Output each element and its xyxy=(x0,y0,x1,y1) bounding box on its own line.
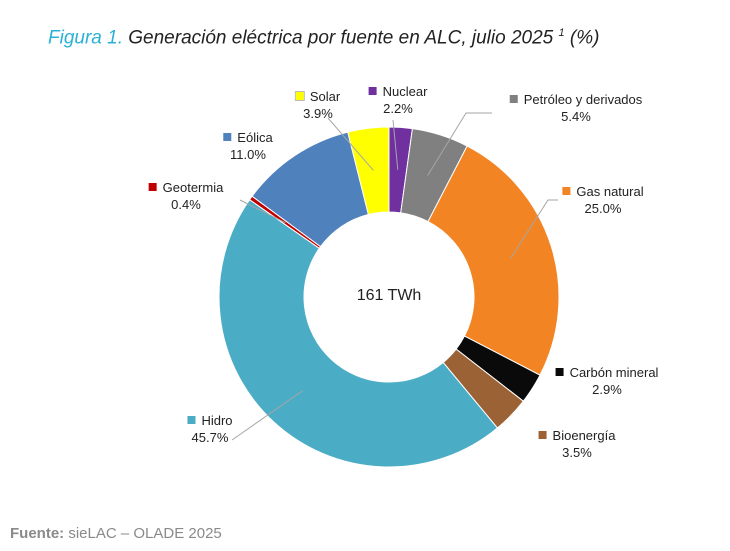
legend-row: Bioenergía xyxy=(538,427,616,444)
data-label: Geotermia 0.4% xyxy=(148,179,224,213)
slice-value: 45.7% xyxy=(191,430,229,445)
slice-value: 25.0% xyxy=(584,201,622,216)
slice-solar xyxy=(347,126,390,216)
data-label: Hidro 45.7% xyxy=(187,412,233,446)
legend-marker-icon xyxy=(555,368,564,376)
slice-name: Nuclear xyxy=(382,84,428,99)
legend-marker-icon xyxy=(187,416,196,424)
slice-name: Gas natural xyxy=(576,184,644,199)
slice-value: 11.0% xyxy=(230,147,266,162)
slice-value: 2.2% xyxy=(383,101,413,116)
slice-name: Eólica xyxy=(237,130,273,145)
slice-value: 3.5% xyxy=(562,445,592,460)
data-label: Gas natural 25.0% xyxy=(562,183,644,217)
legend-marker-icon xyxy=(294,91,305,101)
center-total-label: 161 TWh xyxy=(356,287,422,304)
slice-name: Bioenergía xyxy=(552,428,616,443)
leader-line xyxy=(510,199,558,259)
leader-line xyxy=(327,117,374,171)
slice-value: 0.4% xyxy=(171,197,201,212)
legend-marker-icon xyxy=(562,187,571,195)
slice-name: Carbón mineral xyxy=(569,365,659,380)
title-text: Generación eléctrica por fuente en ALC, … xyxy=(128,27,554,49)
slice-gas-natural xyxy=(427,145,560,376)
legend-row: Carbón mineral xyxy=(555,364,659,381)
slice-name: Geotermia xyxy=(162,180,224,195)
legend-row: Solar xyxy=(294,88,341,105)
data-label: Nuclear 2.2% xyxy=(368,83,428,117)
data-label: Petróleo y derivados 5.4% xyxy=(509,91,643,125)
slice-name: Hidro xyxy=(201,413,233,428)
legend-marker-icon xyxy=(368,87,377,95)
source-note: Fuente: sieLAC – OLADE 2025 xyxy=(10,525,222,542)
slice-value: 2.9% xyxy=(592,382,622,397)
chart-title: Figura 1. Generación eléctrica por fuent… xyxy=(48,27,599,49)
data-label: Eólica 11.0% xyxy=(223,129,273,163)
leader-line xyxy=(239,199,286,224)
slice-name: Solar xyxy=(309,89,341,104)
leader-line xyxy=(231,390,303,441)
source-text: sieLAC – OLADE 2025 xyxy=(68,525,222,542)
legend-row: Gas natural xyxy=(562,183,644,200)
slice-value: 5.4% xyxy=(561,109,591,124)
title-footnote: 1 xyxy=(558,27,565,39)
legend-marker-icon xyxy=(223,133,232,141)
legend-marker-icon xyxy=(538,431,547,439)
leader-line xyxy=(427,112,492,176)
data-label: Bioenergía 3.5% xyxy=(538,427,616,461)
legend-row: Geotermia xyxy=(148,179,224,196)
legend-marker-icon xyxy=(509,95,518,103)
data-label: Carbón mineral 2.9% xyxy=(555,364,659,398)
legend-row: Eólica xyxy=(223,129,273,146)
source-label: Fuente: xyxy=(10,525,65,542)
legend-row: Hidro xyxy=(187,412,233,429)
slice-value: 3.9% xyxy=(303,106,333,121)
figure-number: Figura 1. xyxy=(48,27,123,49)
leader-line xyxy=(392,119,399,170)
slice-name: Petróleo y derivados xyxy=(523,92,643,107)
title-unit: (%) xyxy=(569,27,600,49)
legend-row: Petróleo y derivados xyxy=(509,91,643,108)
data-label: Solar 3.9% xyxy=(294,88,341,122)
legend-marker-icon xyxy=(148,183,157,191)
legend-row: Nuclear xyxy=(368,83,428,100)
